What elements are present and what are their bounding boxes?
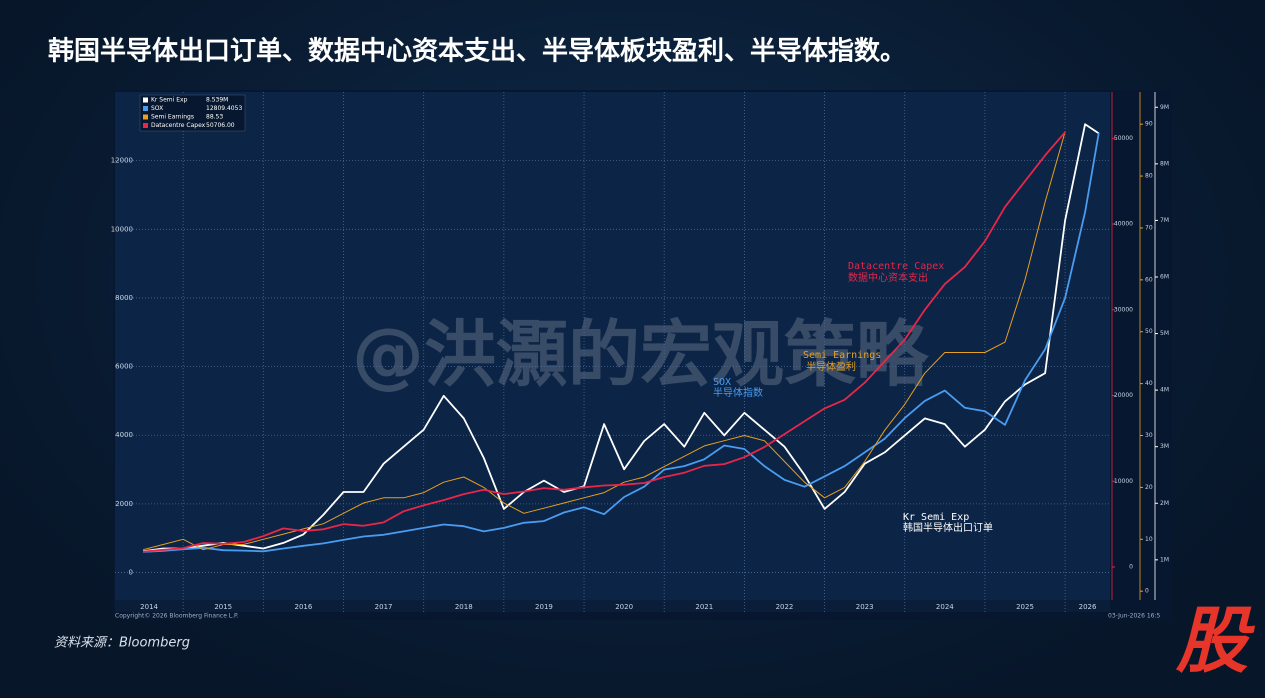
y-tick-label: 30 <box>1145 432 1153 439</box>
x-tick-label: 2026 <box>1079 603 1097 611</box>
source-note: 资料来源：Bloomberg <box>54 636 190 651</box>
x-tick-label: 2017 <box>375 603 393 611</box>
y-tick-label: 20000 <box>1114 392 1133 399</box>
x-tick-label: 2016 <box>295 603 313 611</box>
y-tick-label: 7M <box>1160 217 1169 224</box>
legend-swatch <box>143 114 148 120</box>
y-tick-label: 1M <box>1160 556 1169 563</box>
x-tick-label: 2015 <box>214 603 232 611</box>
y-tick-label: 40 <box>1145 380 1153 387</box>
annotation: 半导体指数 <box>713 386 763 399</box>
y-tick-label: 80 <box>1145 173 1153 180</box>
x-axis-band <box>115 600 1110 612</box>
y-tick-label: 70 <box>1145 224 1153 231</box>
x-tick-label: 2020 <box>615 603 633 611</box>
y-tick-label: 9M <box>1160 104 1169 111</box>
y-tick-label: 5M <box>1160 330 1169 337</box>
annotation: Datacentre Capex <box>848 261 944 272</box>
annotation: Kr Semi Exp <box>903 512 969 523</box>
y-tick-label: 10 <box>1145 536 1153 543</box>
legend-swatch <box>143 106 148 111</box>
y-tick-label: 0 <box>129 569 133 577</box>
series-line <box>143 131 1066 553</box>
legend-label: SOX <box>151 105 163 112</box>
legend-box <box>139 94 246 132</box>
logo: 股 <box>1175 599 1255 683</box>
y-tick-label: 10000 <box>111 225 133 233</box>
y-tick-label: 3M <box>1160 443 1169 450</box>
y-tick-label: 2M <box>1160 500 1169 507</box>
y-tick-label: 10000 <box>1114 478 1133 485</box>
y-tick-label: 90 <box>1145 121 1153 128</box>
timestamp: 03-Jun-2026 16:5 <box>1108 613 1161 620</box>
legend-value: 12809.4053 <box>206 105 242 112</box>
annotation: 半导体盈利 <box>806 360 856 373</box>
x-tick-label: 2019 <box>535 603 553 611</box>
y-tick-label: 6M <box>1160 273 1169 280</box>
annotation: 数据中心资本支出 <box>848 271 928 284</box>
y-tick-label: 50 <box>1145 328 1153 335</box>
copyright: Copyright© 2026 Bloomberg Finance L.P. <box>115 613 239 620</box>
x-tick-label: 2024 <box>936 603 954 611</box>
legend-value: 8.539M <box>206 97 228 104</box>
y-tick-label: 0 <box>1145 588 1149 595</box>
y-tick-label: 20 <box>1145 484 1153 491</box>
annotation: Semi Earnings <box>803 350 881 361</box>
x-tick-label: 2025 <box>1016 603 1034 611</box>
y-tick-label: 0 <box>1129 563 1133 570</box>
x-tick-label: 2022 <box>776 603 794 611</box>
series-line <box>142 123 1100 553</box>
y-tick-label: 40000 <box>1114 221 1133 228</box>
legend-value: 50706.00 <box>206 122 235 129</box>
legend-label: Datacentre Capex <box>151 122 206 129</box>
annotation: 韩国半导体出口订单 <box>903 521 993 534</box>
watermark: @洪灝的宏观策略 <box>352 313 930 397</box>
legend-label: Kr Semi Exp <box>151 97 188 104</box>
y-tick-label: 2000 <box>115 500 133 508</box>
x-tick-label: 2021 <box>695 603 713 611</box>
plot-area <box>115 92 1110 600</box>
series-line <box>143 132 1100 553</box>
annotation: SOX <box>713 377 731 388</box>
legend-value: 88.53 <box>206 114 223 121</box>
y-tick-label: 4000 <box>115 431 133 439</box>
x-tick-label: 2014 <box>140 603 158 611</box>
legend-label: Semi Earnings <box>151 114 194 121</box>
y-tick-label: 6000 <box>115 363 133 371</box>
legend-swatch <box>143 123 148 128</box>
y-tick-label: 50000 <box>1114 135 1133 142</box>
x-tick-label: 2023 <box>856 603 874 611</box>
y-tick-label: 12000 <box>111 157 133 165</box>
y-tick-label: 4M <box>1160 387 1169 394</box>
x-tick-label: 2018 <box>455 603 473 611</box>
y-tick-label: 8M <box>1160 160 1169 167</box>
slide-title: 韩国半导体出口订单、数据中心资本支出、半导体板块盈利、半导体指数。 <box>48 37 906 67</box>
y-tick-label: 30000 <box>1114 306 1133 313</box>
y-tick-label: 8000 <box>115 294 133 302</box>
y-tick-label: 60 <box>1145 276 1153 283</box>
legend-swatch <box>143 97 148 103</box>
